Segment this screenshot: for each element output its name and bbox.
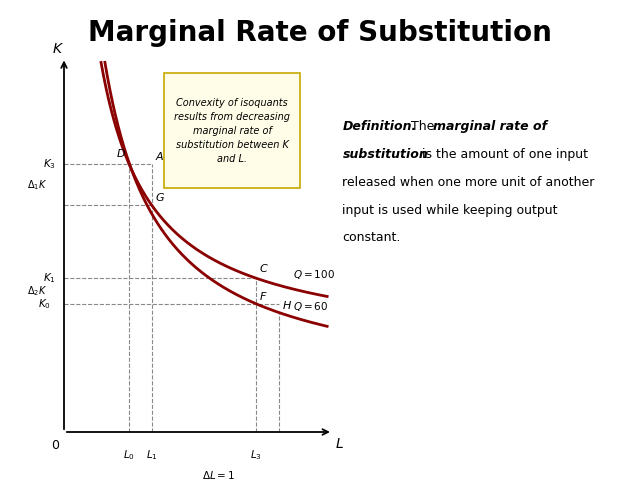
Text: is the amount of one input: is the amount of one input [418,148,588,161]
Text: $Q = 60$: $Q = 60$ [293,300,328,313]
Text: D: D [116,149,125,159]
Text: $\Delta_2 K$: $\Delta_2 K$ [26,284,47,298]
Text: A: A [155,152,163,162]
Text: constant.: constant. [342,231,401,244]
Text: $L_3$: $L_3$ [250,448,262,462]
FancyBboxPatch shape [164,73,300,188]
Text: input is used while keeping output: input is used while keeping output [342,204,558,216]
Text: $K_3$: $K_3$ [43,157,56,171]
Text: substitution: substitution [342,148,428,161]
Text: $K_1$: $K_1$ [43,271,56,285]
Text: $K_0$: $K_0$ [38,297,51,311]
Text: K: K [52,42,61,56]
Text: released when one more unit of another: released when one more unit of another [342,176,595,189]
Text: $L_1$: $L_1$ [146,448,157,462]
Text: marginal rate of: marginal rate of [433,120,547,133]
Text: $\Delta_1 K$: $\Delta_1 K$ [26,178,47,192]
Text: H: H [282,300,291,311]
Text: L: L [335,437,344,451]
Text: Marginal Rate of Substitution: Marginal Rate of Substitution [88,19,552,47]
Text: $Q = 100$: $Q = 100$ [293,268,335,281]
Text: C: C [260,264,268,275]
Text: F: F [260,292,266,302]
Text: $\Delta L = 1$: $\Delta L = 1$ [202,469,235,480]
Text: G: G [155,193,164,203]
Text: Definition.: Definition. [342,120,417,133]
Text: 0: 0 [51,439,60,452]
Text: Convexity of isoquants
results from decreasing
marginal rate of
substitution bet: Convexity of isoquants results from decr… [174,97,291,164]
Text: $L_0$: $L_0$ [123,448,135,462]
Text: The: The [403,120,438,133]
